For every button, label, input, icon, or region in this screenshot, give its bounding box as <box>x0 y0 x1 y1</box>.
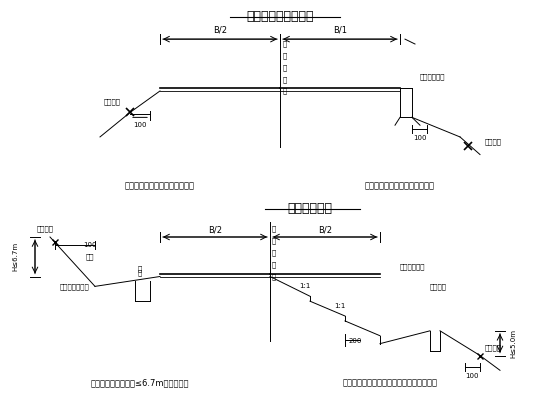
Text: 公路界碑: 公路界碑 <box>485 139 502 145</box>
Text: 边坡截水沟防护: 边坡截水沟防护 <box>60 283 90 290</box>
Text: 线: 线 <box>272 273 276 280</box>
Text: B/2: B/2 <box>213 25 227 34</box>
Text: 路: 路 <box>272 226 276 232</box>
Text: 基: 基 <box>272 238 276 244</box>
Text: 100: 100 <box>133 122 147 128</box>
Text: 1:1: 1:1 <box>334 303 346 309</box>
Text: 公路界碑: 公路界碑 <box>104 98 120 105</box>
Text: 100: 100 <box>465 373 479 379</box>
Text: 线: 线 <box>283 88 287 94</box>
Text: 七、适用于挖方高度≤6.7m的挖方路段: 七、适用于挖方高度≤6.7m的挖方路段 <box>91 378 189 387</box>
Text: 200: 200 <box>348 338 362 344</box>
Text: 公路界碑: 公路界碑 <box>485 344 502 351</box>
Text: 六、适用于需路肩墙的填方路段: 六、适用于需路肩墙的填方路段 <box>365 182 435 191</box>
Text: H≤5.0m: H≤5.0m <box>510 329 516 357</box>
Text: 1:1: 1:1 <box>299 283 311 290</box>
Text: 100: 100 <box>413 135 427 141</box>
Text: 中: 中 <box>283 64 287 71</box>
Text: 一般填方路段（三）: 一般填方路段（三） <box>246 10 314 23</box>
Text: 公: 公 <box>283 76 287 83</box>
Text: B/2: B/2 <box>318 225 332 234</box>
Text: 公路界碑: 公路界碑 <box>36 226 54 232</box>
Text: 公: 公 <box>272 261 276 268</box>
Text: B/2: B/2 <box>208 225 222 234</box>
Text: B/1: B/1 <box>333 25 347 34</box>
Text: 率: 率 <box>138 265 142 272</box>
Text: 路堤坡脚防护: 路堤坡脚防护 <box>400 263 426 270</box>
Text: 坡: 坡 <box>138 270 142 276</box>
Text: 基: 基 <box>283 53 287 59</box>
Text: 坡率: 坡率 <box>86 254 94 260</box>
Text: 中: 中 <box>272 250 276 256</box>
Text: 护脚路堤: 护脚路堤 <box>430 283 447 290</box>
Text: 八、适用于填面高度超规范规定的填方路段: 八、适用于填面高度超规范规定的填方路段 <box>343 378 437 387</box>
Text: 衡重式挡土墙: 衡重式挡土墙 <box>420 73 446 80</box>
Text: H≤6.7m: H≤6.7m <box>12 242 18 271</box>
Text: 100: 100 <box>83 242 97 248</box>
Text: 半填半挖路基: 半填半挖路基 <box>287 202 333 215</box>
Text: 路: 路 <box>283 41 287 47</box>
Text: 五、适用于设置路肩的填方路段: 五、适用于设置路肩的填方路段 <box>125 182 195 191</box>
